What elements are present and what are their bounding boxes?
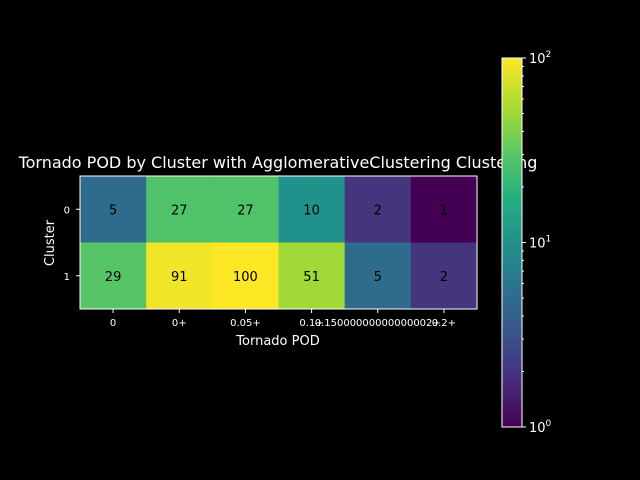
colorbar-ticks: 102 101 100 bbox=[522, 50, 552, 436]
heatmap-cell bbox=[80, 242, 147, 310]
x-tick-label: 0 bbox=[110, 318, 116, 329]
heatmap-cell bbox=[410, 242, 478, 310]
heatmap-cells bbox=[80, 176, 478, 310]
heatmap-cell-value: 27 bbox=[237, 203, 254, 218]
heatmap-cell-value: 5 bbox=[374, 270, 382, 285]
heatmap-cell-value: 100 bbox=[233, 270, 258, 285]
heatmap-cell bbox=[146, 176, 213, 243]
x-tick-label: 0.1+ bbox=[299, 318, 323, 329]
plot-frame bbox=[79, 175, 478, 310]
heatmap-cell-value: 2 bbox=[440, 270, 448, 285]
y-tick-label: 1 bbox=[64, 272, 70, 283]
heatmap-cell-value: 1 bbox=[440, 203, 448, 218]
heatmap-cell-value: 10 bbox=[303, 203, 320, 218]
x-tick-label: 0+ bbox=[172, 318, 187, 329]
heatmap-cell bbox=[80, 176, 147, 243]
heatmap-cell-value: 27 bbox=[171, 203, 188, 218]
heatmap-cell-labels: 5 27 27 10 2 1 29 91 100 51 5 2 bbox=[105, 203, 448, 285]
colorbar-tick-label: 101 bbox=[529, 235, 551, 252]
colorbar-tick-label: 102 bbox=[529, 50, 551, 67]
x-axis-ticks: 0 0+ 0.05+ 0.1+0.15000000000000002+0.2+ bbox=[110, 309, 456, 329]
y-axis-ticks: 01 bbox=[64, 205, 80, 283]
heatmap-cell bbox=[212, 242, 279, 310]
heatmap-cell-value: 5 bbox=[109, 203, 117, 218]
heatmap-cell-value: 2 bbox=[374, 203, 382, 218]
heatmap-cell-value: 29 bbox=[105, 270, 122, 285]
heatmap-cell-value: 51 bbox=[303, 270, 320, 285]
colorbar bbox=[501, 57, 523, 428]
heatmap-cell bbox=[344, 242, 412, 310]
y-tick-label: 0 bbox=[64, 205, 70, 216]
heatmap-cell bbox=[146, 242, 213, 310]
x-tick-label: 0.05+ bbox=[230, 318, 261, 329]
heatmap-cell bbox=[344, 176, 412, 243]
chart-title: Tornado POD by Cluster with Agglomerativ… bbox=[18, 153, 538, 172]
y-axis-label: Cluster bbox=[43, 219, 58, 266]
heatmap-cell bbox=[410, 176, 478, 243]
x-axis-label: Tornado POD bbox=[235, 334, 319, 349]
heatmap-cell bbox=[212, 176, 279, 243]
x-tick-label: 0.2+ bbox=[432, 318, 456, 329]
x-tick-label: 0.15000000000000002+ bbox=[315, 318, 441, 329]
heatmap-cell-value: 91 bbox=[171, 270, 188, 285]
heatmap-cell bbox=[278, 242, 346, 310]
colorbar-tick-label: 100 bbox=[529, 419, 552, 436]
heatmap-cell bbox=[278, 176, 346, 243]
